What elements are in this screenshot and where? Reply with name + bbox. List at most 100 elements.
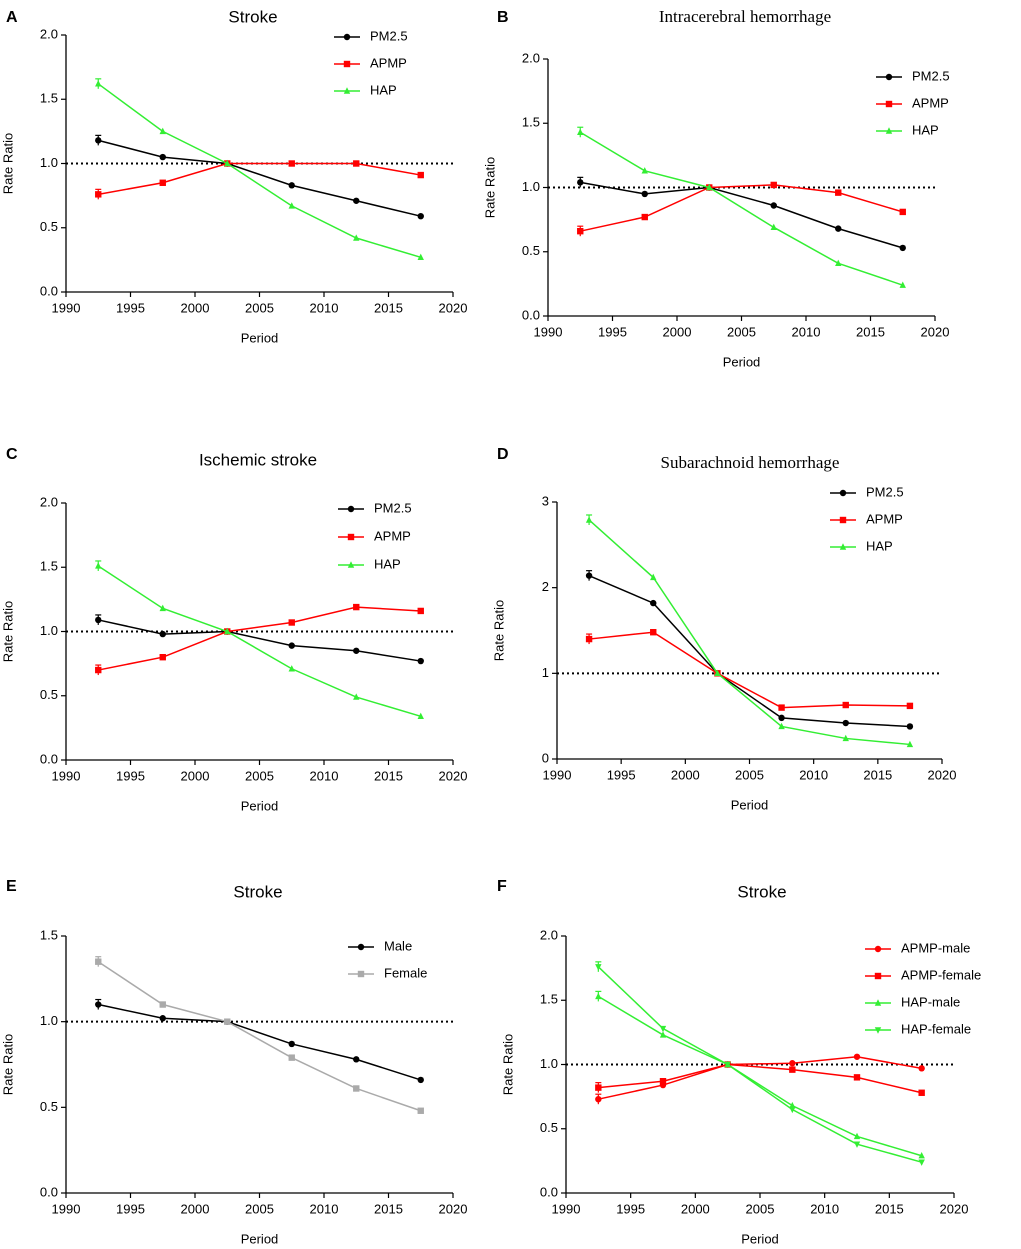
data-point — [650, 629, 657, 636]
data-point — [724, 1061, 731, 1069]
data-point — [918, 1089, 925, 1096]
x-tick-label: 2010 — [799, 767, 828, 782]
y-tick-label: 1.0 — [540, 1056, 558, 1071]
series-male — [95, 998, 424, 1084]
series-hap-male — [595, 990, 925, 1159]
data-point — [659, 1025, 667, 1033]
legend-marker — [347, 505, 355, 513]
series-line — [589, 631, 910, 709]
y-tick-label: 2.0 — [40, 26, 58, 41]
data-point — [906, 723, 914, 730]
panel-letter: B — [497, 9, 509, 26]
data-point — [918, 1065, 925, 1072]
legend-marker — [839, 489, 847, 497]
series-pm2-5 — [577, 176, 906, 252]
data-point — [842, 719, 849, 727]
y-tick-label: 0.0 — [40, 283, 58, 298]
data-point — [595, 964, 602, 971]
data-point — [95, 958, 102, 965]
data-point — [641, 213, 648, 221]
legend-marker — [357, 970, 365, 978]
legend-marker — [347, 533, 355, 541]
y-tick-label: 2.0 — [540, 927, 558, 942]
data-point — [95, 1001, 102, 1008]
y-tick-label: 1.5 — [540, 992, 558, 1007]
legend-entry: APMP — [334, 55, 407, 70]
data-point — [95, 80, 102, 87]
data-point — [706, 183, 713, 191]
x-axis-label: Period — [741, 1231, 779, 1246]
y-tick-label: 3 — [542, 493, 549, 508]
data-point — [288, 1040, 295, 1048]
legend-entry: PM2.5 — [830, 484, 904, 499]
legend-entry: HAP — [876, 122, 939, 137]
legend-entry: HAP — [338, 556, 401, 571]
legend-marker — [343, 87, 351, 94]
legend-label: HAP — [370, 82, 397, 97]
x-tick-label: 2020 — [921, 324, 950, 339]
data-point — [789, 1060, 796, 1067]
x-tick-label: 2015 — [875, 1201, 904, 1216]
x-tick-label: 2020 — [439, 768, 468, 783]
series-apmp — [585, 629, 914, 711]
series-female — [95, 956, 424, 1114]
legend-entry: HAP — [830, 538, 893, 553]
data-point — [714, 669, 721, 677]
data-point — [288, 619, 295, 626]
chart-panel-f: F Stroke 0.0 0.5 1.0 1.5 2.0 1990 1995 2000 2005 20… — [497, 878, 981, 1246]
data-point — [95, 666, 102, 674]
legend-label: HAP — [374, 556, 401, 571]
series-hap — [95, 78, 424, 261]
data-point — [95, 616, 102, 624]
series-hap — [585, 514, 914, 748]
x-tick-label: 2020 — [940, 1201, 969, 1216]
series-line — [588, 519, 910, 746]
y-axis-label: Rate Ratio — [0, 133, 15, 194]
y-tick-label: 0.0 — [540, 1184, 558, 1199]
series-hap — [577, 126, 906, 288]
y-tick-label: 1.0 — [40, 623, 58, 638]
data-point — [353, 647, 360, 654]
legend-entry: PM2.5 — [334, 28, 408, 43]
legend-entry: Female — [348, 965, 427, 980]
data-point — [224, 159, 231, 167]
x-tick-label: 2010 — [792, 324, 821, 339]
x-tick-label: 2010 — [310, 768, 339, 783]
chart-title: Stroke — [737, 882, 786, 901]
data-point — [918, 1159, 925, 1166]
data-point — [224, 1018, 231, 1025]
legend-marker — [874, 1027, 882, 1034]
x-tick-label: 2010 — [310, 300, 339, 315]
series-line — [97, 565, 421, 718]
data-point — [159, 127, 166, 135]
x-axis-label: Period — [241, 330, 279, 345]
y-tick-label: 1.0 — [40, 155, 58, 170]
x-axis-label: Period — [731, 797, 769, 812]
data-point — [353, 160, 360, 167]
y-tick-label: 2 — [542, 579, 549, 594]
legend-marker — [885, 127, 893, 134]
legend-label: PM2.5 — [374, 500, 412, 515]
legend-marker — [343, 33, 351, 41]
series-apmp — [95, 160, 424, 200]
data-point — [789, 1106, 796, 1114]
panel-letter: F — [497, 878, 507, 895]
x-tick-label: 2010 — [810, 1201, 839, 1216]
data-point — [595, 992, 602, 1000]
x-tick-label: 2005 — [735, 767, 764, 782]
series-line — [597, 995, 922, 1157]
x-tick-label: 2005 — [245, 1201, 274, 1216]
x-tick-label: 2015 — [863, 767, 892, 782]
legend-marker — [839, 516, 847, 524]
y-axis-label: Rate Ratio — [500, 1034, 515, 1095]
series-line — [97, 961, 421, 1112]
data-point — [835, 259, 842, 267]
y-tick-label: 0.0 — [522, 307, 540, 322]
y-tick-label: 0.0 — [40, 1184, 58, 1199]
chart-panel-e: E Stroke 0.0 0.5 1.0 1.5 1990 1995 2000 2005 2010 2… — [0, 878, 467, 1246]
data-point — [417, 171, 424, 179]
x-tick-label: 1995 — [116, 300, 145, 315]
x-tick-label: 1995 — [607, 767, 636, 782]
data-point — [224, 627, 231, 635]
data-point — [899, 244, 906, 252]
